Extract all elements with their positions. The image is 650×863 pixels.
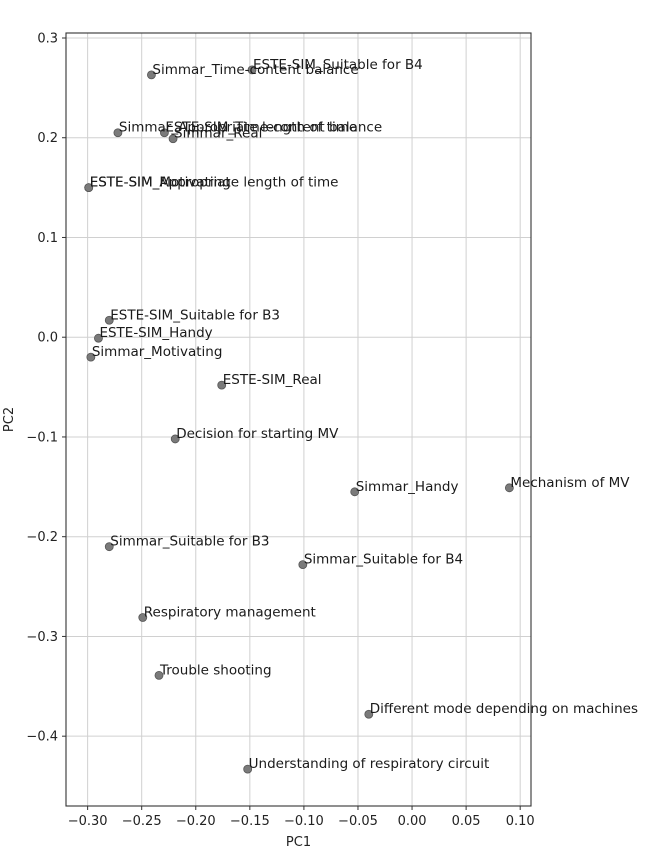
data-point	[147, 70, 156, 80]
data-point	[86, 352, 96, 362]
data-point-label: Simmar_Motivating	[92, 344, 223, 360]
data-point	[168, 134, 178, 144]
x-axis-label: PC1	[286, 835, 311, 850]
data-point	[94, 333, 103, 343]
data-point-label: Decision for starting MV	[176, 426, 339, 442]
data-point-label: ESTE-SIM_Motivating	[90, 175, 231, 191]
x-tick-label: −0.20	[176, 814, 216, 829]
y-tick-label: 0.2	[37, 131, 58, 146]
data-point-label: Simmar_Suitable for B3	[110, 534, 269, 550]
data-point	[160, 128, 169, 138]
data-point-label: Simmar_Handy	[356, 479, 459, 495]
data-point	[84, 183, 94, 193]
data-point	[298, 560, 308, 570]
x-tick-label: 0.00	[398, 814, 427, 829]
data-point-label: Different mode depending on machines	[370, 701, 638, 717]
y-tick-label: −0.1	[26, 430, 58, 445]
data-point	[350, 487, 360, 497]
y-tick-label: −0.2	[26, 530, 58, 545]
axis-ticks: −0.30 −0.25 −0.20 −0.15 −0.10 −0.05 0.00 0.05 0.…	[26, 31, 534, 829]
data-point	[243, 764, 253, 774]
x-tick-label: −0.10	[284, 814, 324, 829]
data-point-label: Simmar_Time-content balance	[152, 62, 358, 78]
data-point-label: ESTE-SIM_Appropriate length of time	[90, 175, 339, 191]
y-tick-label: 0.3	[37, 31, 58, 46]
y-axis-label: PC2	[2, 407, 17, 432]
data-point	[217, 380, 227, 390]
data-point-label: Mechanism of MV	[510, 475, 630, 491]
data-point-label: Trouble shooting	[159, 662, 272, 678]
y-tick-label: −0.4	[26, 730, 58, 745]
data-point-label: ESTE-SIM_Suitable for B3	[110, 307, 280, 323]
y-tick-label: 0.1	[37, 231, 58, 246]
x-tick-label: 0.10	[506, 814, 535, 829]
data-point-label: Simmar_Suitable for B4	[304, 552, 463, 568]
x-tick-label: 0.05	[452, 814, 481, 829]
y-tick-label: −0.3	[26, 630, 58, 645]
data-points	[84, 65, 514, 774]
data-point-label: ESTE-SIM_Time-content balance	[165, 120, 382, 136]
data-point	[138, 613, 148, 622]
grid	[66, 33, 531, 806]
data-point-label: Understanding of respiratory circuit	[249, 756, 490, 772]
x-tick-label: −0.30	[68, 814, 108, 829]
x-tick-label: −0.05	[338, 814, 378, 829]
data-point-label: ESTE-SIM_Real	[223, 372, 322, 388]
data-point-label: ESTE-SIM_Handy	[99, 325, 212, 341]
data-point	[504, 483, 514, 493]
data-point	[364, 709, 374, 719]
data-point	[170, 434, 180, 444]
data-point-labels: ESTE-SIM_Suitable for B4Simmar_Time-cont…	[90, 57, 638, 772]
data-point	[154, 670, 164, 680]
data-point-label: Simmar_Appropriate length of time	[119, 120, 357, 136]
data-point	[104, 315, 114, 325]
data-point	[113, 128, 123, 138]
data-point-label: ESTE-SIM_Suitable for B4	[253, 57, 423, 73]
data-point-label: Simmar_Real	[174, 126, 262, 142]
plot-frame	[65, 32, 532, 807]
y-tick-label: 0.0	[37, 331, 58, 346]
x-tick-label: −0.15	[230, 814, 270, 829]
x-tick-label: −0.25	[122, 814, 162, 829]
data-point	[104, 542, 114, 552]
data-point	[247, 65, 257, 75]
data-point-label: Respiratory management	[144, 604, 316, 620]
